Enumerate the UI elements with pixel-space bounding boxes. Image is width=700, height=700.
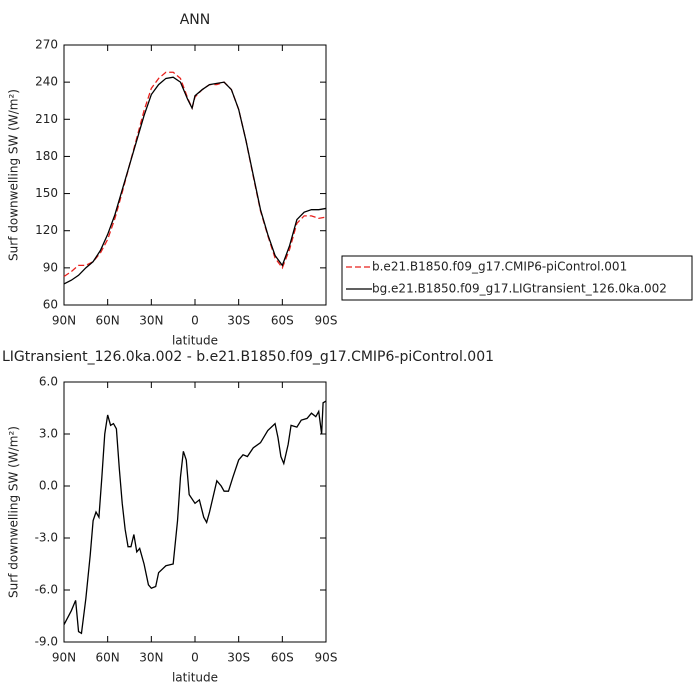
y-axis-label: Surf downwelling SW (W/m²) [7, 426, 21, 598]
x-tick-label: 90N [52, 314, 76, 328]
x-tick-label: 30S [227, 314, 250, 328]
data-line [63, 71, 327, 278]
x-tick-label: 60S [271, 651, 294, 665]
y-tick-label: 120 [35, 223, 58, 237]
plot-frame [63, 44, 327, 306]
y-axis-label: Surf downwelling SW (W/m²) [7, 89, 21, 261]
y-tick-label: 270 [35, 38, 58, 52]
y-tick-label: -3.0 [35, 531, 58, 545]
chart-title: LIGtransient_126.0ka.002 - b.e21.B1850.f… [2, 349, 494, 365]
y-tick-label: 0.0 [39, 479, 58, 493]
x-tick-label: 60S [271, 314, 294, 328]
x-tick-label: 60N [96, 651, 120, 665]
y-tick-label: 150 [35, 186, 58, 200]
x-tick-label: 30N [139, 314, 163, 328]
y-tick-label: -6.0 [35, 583, 58, 597]
x-axis-label: latitude [172, 671, 218, 685]
legend-label: b.e21.B1850.f09_g17.CMIP6-piControl.001 [372, 260, 627, 274]
y-tick-label: -9.0 [35, 635, 58, 649]
y-tick-label: 90 [43, 260, 58, 274]
plot-frame [63, 381, 327, 643]
x-tick-label: 0 [191, 314, 199, 328]
x-tick-label: 30N [139, 651, 163, 665]
y-tick-label: 240 [35, 75, 58, 89]
y-tick-label: 3.0 [39, 427, 58, 441]
y-tick-label: 60 [43, 298, 58, 312]
x-tick-label: 90S [315, 651, 338, 665]
y-tick-label: 180 [35, 149, 58, 163]
x-tick-label: 60N [96, 314, 120, 328]
x-tick-label: 90S [315, 314, 338, 328]
x-tick-label: 90N [52, 651, 76, 665]
y-tick-label: 210 [35, 112, 58, 126]
x-axis-label: latitude [172, 334, 218, 348]
data-line [63, 76, 327, 285]
data-line [63, 400, 327, 635]
legend-label: bg.e21.B1850.f09_g17.LIGtransient_126.0k… [372, 282, 667, 296]
legend-box [341, 255, 693, 301]
x-tick-label: 0 [191, 651, 199, 665]
x-tick-label: 30S [227, 651, 250, 665]
y-tick-label: 6.0 [39, 375, 58, 389]
chart-title: ANN [180, 12, 211, 28]
